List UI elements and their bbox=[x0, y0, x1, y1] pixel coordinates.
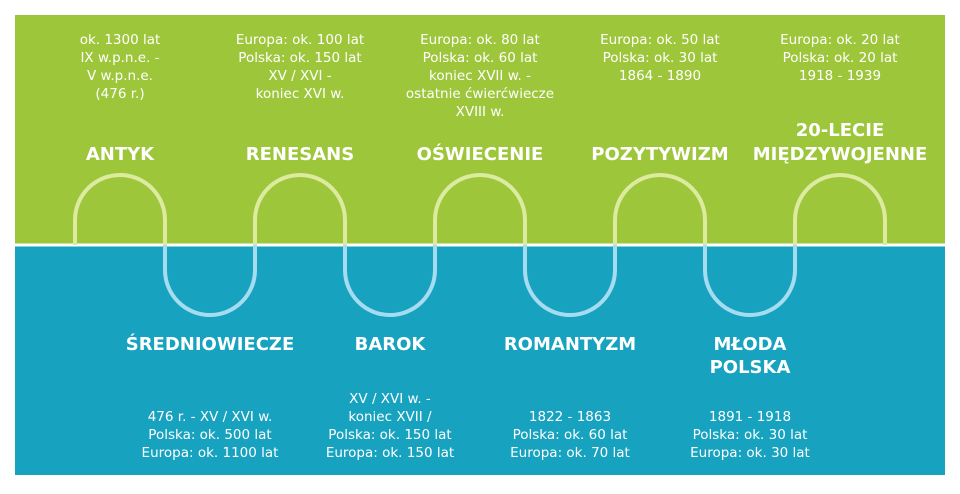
wave-arch-up bbox=[253, 173, 347, 245]
epoch-detail: 1891 - 1918 bbox=[709, 409, 791, 425]
epoch-detail: Europa: ok. 30 lat bbox=[690, 445, 810, 461]
epoch-detail: (476 r.) bbox=[95, 86, 144, 102]
epoch-detail: XVIII w. bbox=[456, 104, 505, 120]
epoch-detail: Polska: ok. 30 lat bbox=[603, 50, 718, 66]
epoch-detail: Europa: ok. 150 lat bbox=[326, 445, 454, 461]
epoch-detail: Polska: ok. 500 lat bbox=[148, 427, 271, 443]
wave-arch-up bbox=[433, 173, 527, 245]
epoch-detail: Polska: ok. 60 lat bbox=[423, 50, 538, 66]
epoch-detail: Polska: ok. 60 lat bbox=[513, 427, 628, 443]
epoch-detail: 1864 - 1890 bbox=[619, 68, 701, 84]
epoch-detail: Europa: ok. 100 lat bbox=[236, 32, 364, 48]
epoch-detail: ok. 1300 lat bbox=[80, 32, 161, 48]
epoch-detail: Europa: ok. 20 lat bbox=[780, 32, 900, 48]
wave-arch-up bbox=[793, 173, 887, 245]
epoch-name: 20-LECIE bbox=[796, 120, 885, 141]
epoch-detail: 476 r. - XV / XVI w. bbox=[148, 409, 273, 425]
epoch-detail: koniec XVII / bbox=[348, 409, 432, 425]
epoch-detail: Europa: ok. 1100 lat bbox=[142, 445, 279, 461]
upper-band bbox=[15, 15, 945, 245]
epoch-detail: ostatnie ćwierćwiecze bbox=[406, 86, 554, 102]
epoch-detail: Europa: ok. 50 lat bbox=[600, 32, 720, 48]
wave-arch-down bbox=[703, 245, 797, 317]
epoch-detail: XV / XVI w. - bbox=[349, 391, 431, 407]
epoch-name: ROMANTYZM bbox=[504, 334, 636, 355]
labels: ok. 1300 lat IX w.p.n.e. - V w.p.n.e. (476 … bbox=[80, 32, 928, 461]
wave-arch-up bbox=[73, 173, 167, 245]
epoch-name: POZYTYWIZM bbox=[591, 144, 728, 165]
epoch-detail: Europa: ok. 80 lat bbox=[420, 32, 540, 48]
epoch-detail: Polska: ok. 150 lat bbox=[328, 427, 451, 443]
epoch-detail: koniec XVI w. bbox=[256, 86, 345, 102]
epoch-detail: koniec XVII w. - bbox=[429, 68, 531, 84]
epoch-detail: Europa: ok. 70 lat bbox=[510, 445, 630, 461]
wave-arch-up bbox=[613, 173, 707, 245]
epoch-name: OŚWIECENIE bbox=[417, 143, 544, 165]
epoch-detail: Polska: ok. 20 lat bbox=[783, 50, 898, 66]
epoch-detail: 1918 - 1939 bbox=[799, 68, 881, 84]
epoch-detail: 1822 - 1863 bbox=[529, 409, 611, 425]
epoch-detail: XV / XVI - bbox=[268, 68, 331, 84]
epoch-name: POLSKA bbox=[710, 357, 791, 378]
epoch-name: ANTYK bbox=[86, 144, 155, 165]
lower-band bbox=[15, 245, 945, 475]
epoch-name: MIĘDZYWOJENNE bbox=[753, 144, 928, 165]
wave-arch-down bbox=[163, 245, 257, 317]
epoch-detail: Polska: ok. 150 lat bbox=[238, 50, 361, 66]
epoch-detail: Polska: ok. 30 lat bbox=[693, 427, 808, 443]
epoch-detail: IX w.p.n.e. - bbox=[80, 50, 159, 66]
epoch-detail: V w.p.n.e. bbox=[87, 68, 153, 84]
epoch-name: RENESANS bbox=[246, 144, 354, 165]
epoch-name: BAROK bbox=[355, 334, 427, 355]
wave-arch-down bbox=[523, 245, 617, 317]
epoch-name: ŚREDNIOWIECZE bbox=[126, 333, 295, 355]
epoch-name: MŁODA bbox=[713, 334, 786, 355]
wave bbox=[73, 173, 887, 317]
wave-arch-down bbox=[343, 245, 437, 317]
